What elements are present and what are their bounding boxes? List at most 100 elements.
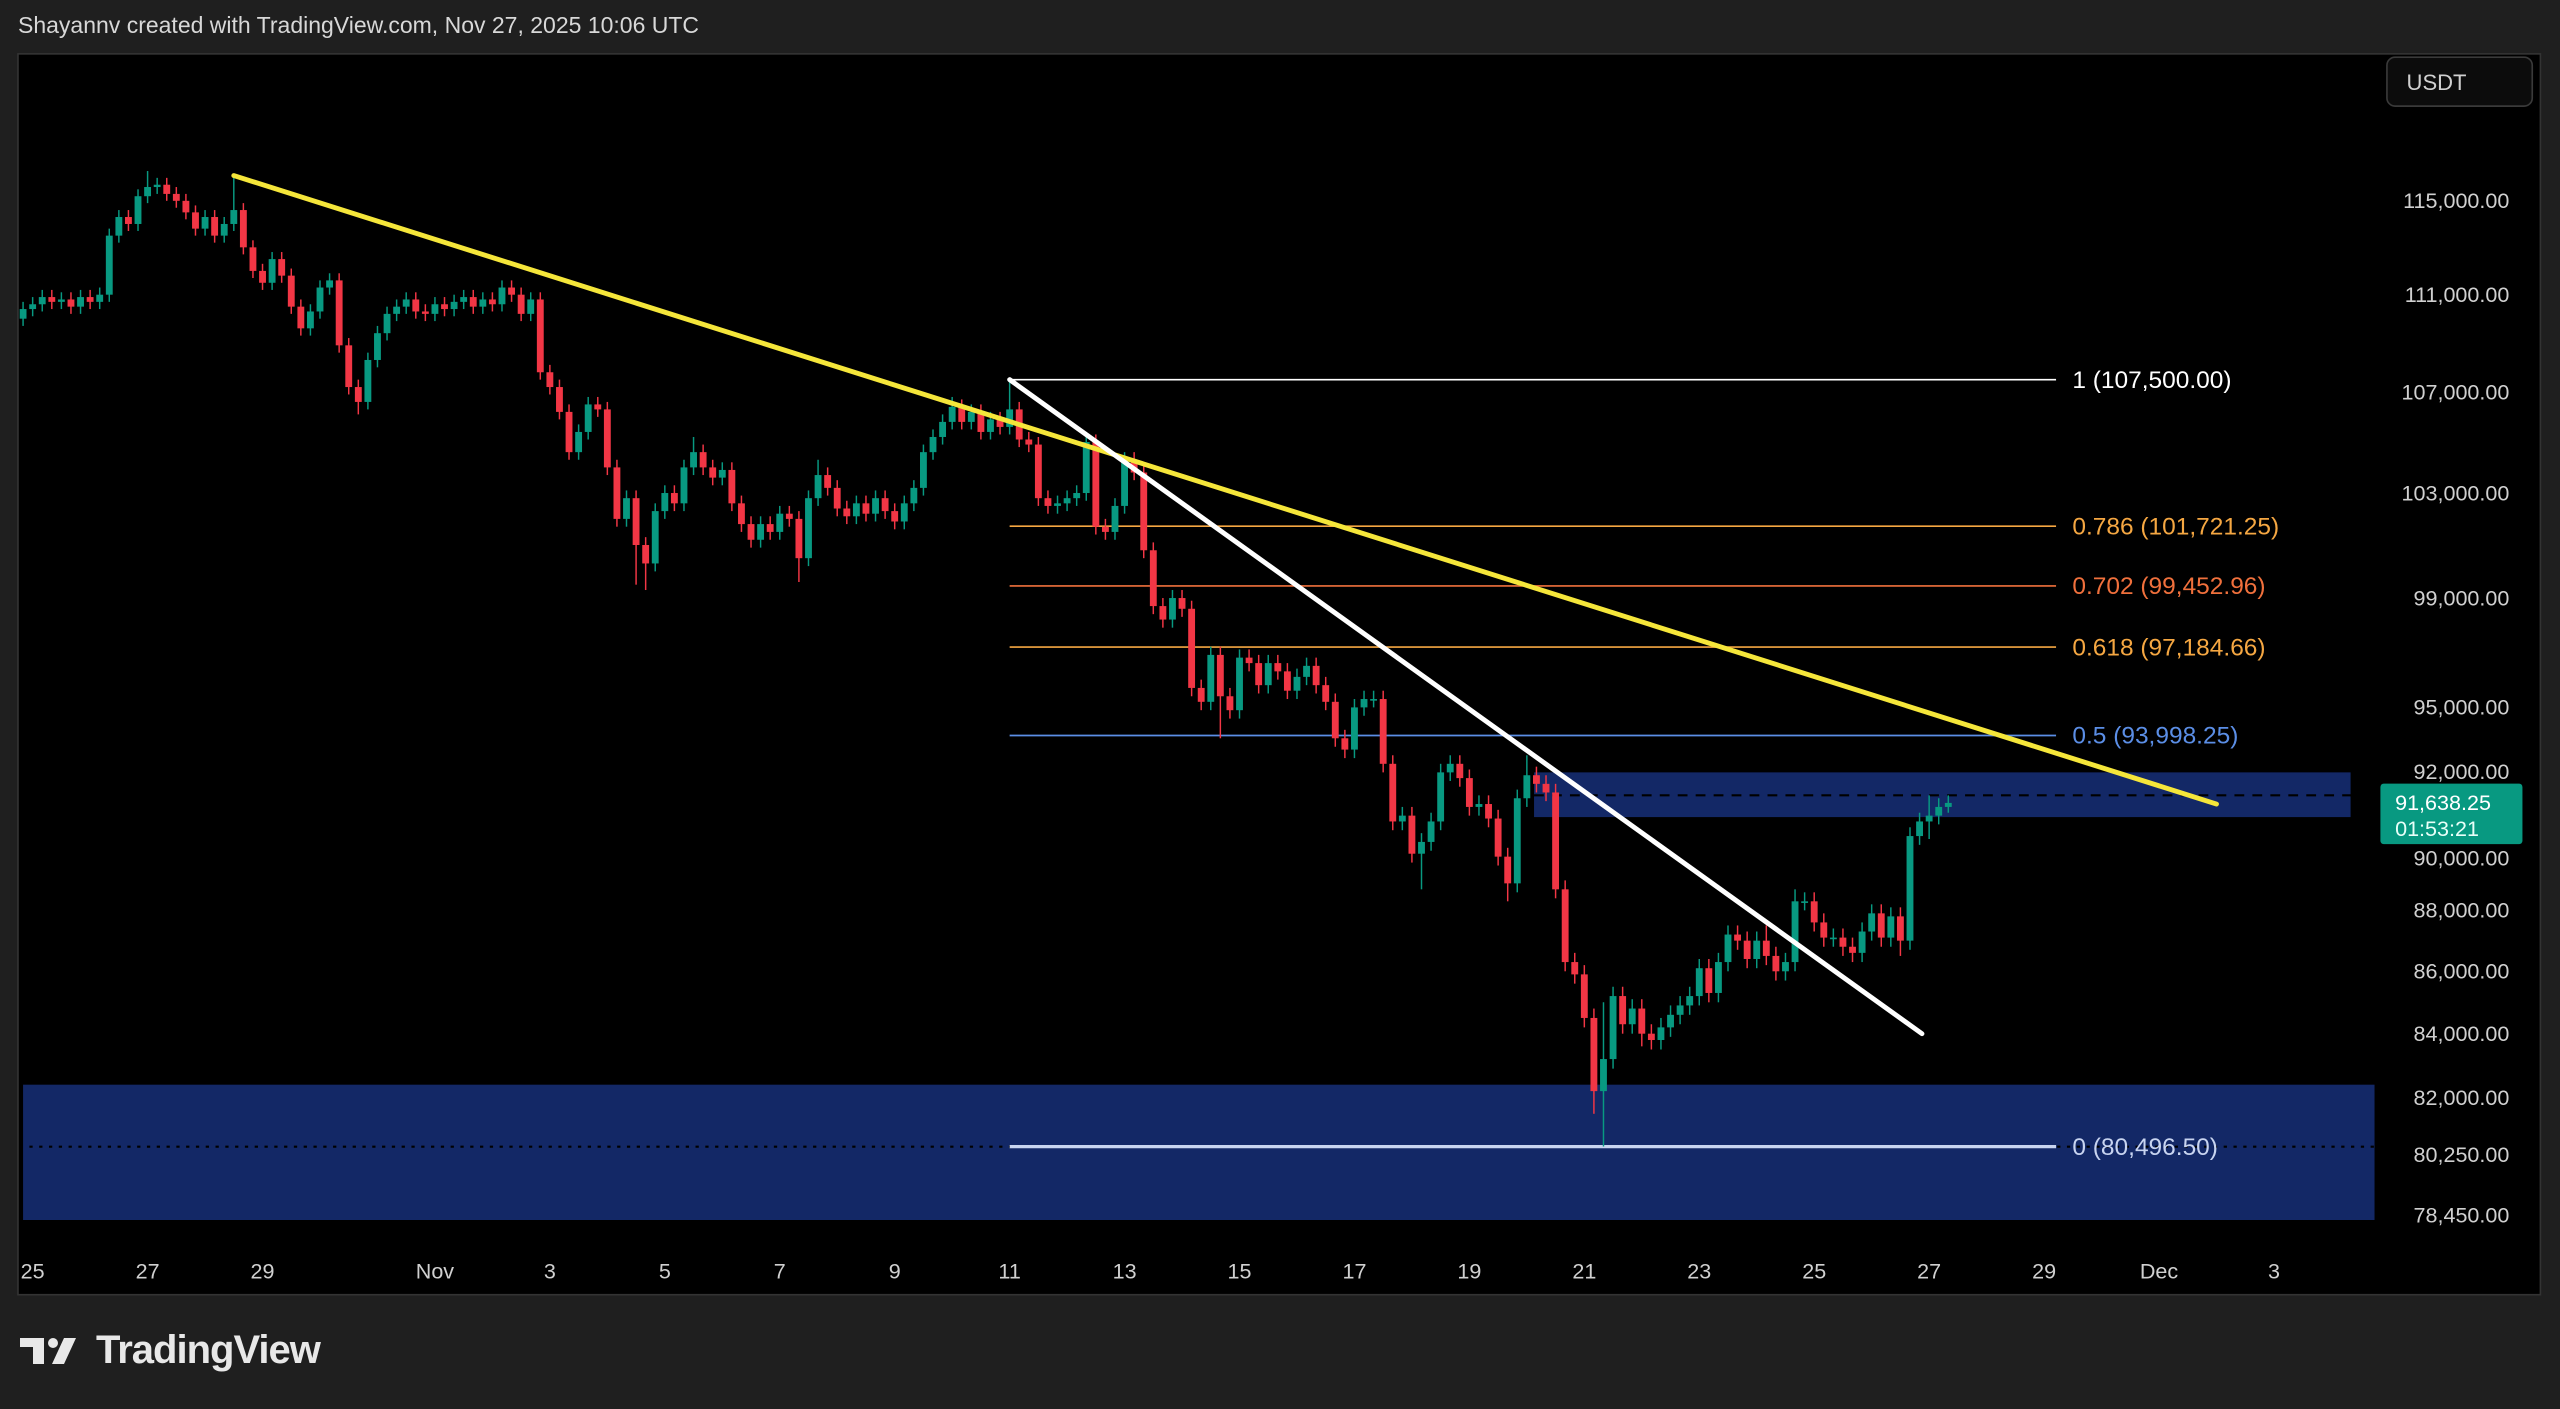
candle bbox=[900, 495, 908, 530]
candle-body bbox=[211, 217, 219, 236]
candle-body bbox=[1207, 654, 1215, 702]
candle bbox=[1676, 996, 1684, 1025]
candle-body bbox=[326, 280, 334, 288]
candle-body bbox=[776, 513, 784, 532]
time-axis[interactable]: 25 27 29 Nov 3 5 7 9 11 13 15 17 19 21 23 25 27 29 Dec 3 bbox=[21, 1258, 2280, 1283]
candle bbox=[431, 297, 439, 322]
candle bbox=[1111, 498, 1119, 540]
candle bbox=[441, 297, 448, 317]
candle-body bbox=[450, 301, 458, 310]
candle-body bbox=[335, 280, 343, 346]
candle-body bbox=[297, 306, 305, 329]
candle-body bbox=[105, 235, 113, 295]
candle bbox=[364, 352, 372, 410]
candle-body bbox=[1034, 444, 1042, 499]
candle-body bbox=[67, 299, 75, 307]
candle-body bbox=[872, 498, 879, 514]
candle bbox=[1044, 490, 1052, 514]
candle-body bbox=[1686, 996, 1694, 1006]
time-tick-label: 19 bbox=[1457, 1258, 1481, 1283]
price-axis[interactable]: 115,000.00 111,000.00 107,000.00 103,000.00… bbox=[2402, 188, 2510, 1227]
candle-body bbox=[1561, 889, 1569, 963]
candle bbox=[1753, 931, 1761, 969]
currency-button[interactable]: USDT bbox=[2386, 56, 2534, 107]
candle-body bbox=[1619, 996, 1627, 1025]
candle bbox=[805, 490, 812, 567]
candle-body bbox=[728, 469, 736, 504]
candle bbox=[1188, 600, 1196, 697]
candle-body bbox=[316, 287, 324, 312]
trendlines-layer[interactable] bbox=[231, 173, 2219, 1037]
candle-body bbox=[1849, 946, 1856, 953]
candle bbox=[1140, 464, 1148, 559]
candle bbox=[1849, 937, 1856, 963]
candle bbox=[134, 189, 142, 231]
candle bbox=[38, 289, 46, 312]
candle-body bbox=[632, 498, 640, 546]
candle bbox=[862, 495, 870, 522]
candle bbox=[77, 289, 84, 314]
candle-body bbox=[967, 411, 975, 422]
candle bbox=[1360, 690, 1368, 716]
candle bbox=[86, 289, 94, 310]
candle bbox=[1159, 598, 1167, 628]
candle bbox=[306, 304, 314, 336]
candle bbox=[1255, 654, 1263, 694]
candle-body bbox=[1274, 663, 1282, 672]
candle bbox=[1351, 699, 1358, 759]
candle-body bbox=[527, 299, 535, 314]
candle-body bbox=[172, 193, 180, 201]
candle-body bbox=[575, 431, 583, 453]
candle bbox=[1408, 806, 1416, 863]
candle bbox=[1935, 798, 1943, 825]
candle bbox=[1264, 654, 1272, 694]
candle-body bbox=[556, 387, 563, 412]
candle bbox=[680, 459, 688, 512]
candle bbox=[383, 306, 391, 341]
candle-body bbox=[690, 452, 697, 468]
candle bbox=[1552, 783, 1560, 899]
fib-level-label-0.702: 0.702 (99,452.96) bbox=[2072, 573, 2265, 600]
candle-body bbox=[1437, 772, 1445, 822]
fibonacci-retracement[interactable]: 1 (107,500.00) 0.786 (101,721.25) 0.702 (9… bbox=[1009, 367, 2280, 1161]
candle bbox=[163, 177, 171, 201]
candle bbox=[374, 325, 381, 368]
price-tick-label: 115,000.00 bbox=[2403, 188, 2509, 213]
candle bbox=[469, 289, 477, 314]
candle-body bbox=[651, 511, 659, 564]
candle bbox=[1274, 654, 1282, 680]
candle bbox=[1647, 1024, 1655, 1050]
candle bbox=[192, 205, 199, 236]
candle-body bbox=[201, 217, 209, 229]
candle-body bbox=[613, 467, 621, 519]
candle bbox=[690, 436, 697, 476]
candle bbox=[1025, 431, 1033, 453]
candle bbox=[220, 217, 228, 243]
candle bbox=[345, 338, 353, 395]
candle-body bbox=[220, 223, 228, 236]
candle bbox=[651, 503, 659, 572]
candle-body bbox=[1360, 699, 1368, 708]
candle bbox=[230, 175, 238, 231]
candle-body bbox=[192, 212, 199, 229]
time-tick-label: 17 bbox=[1342, 1258, 1366, 1283]
candle bbox=[488, 292, 496, 312]
candle bbox=[1283, 663, 1291, 700]
candle bbox=[1743, 931, 1751, 969]
candle-body bbox=[230, 210, 238, 224]
candle-body bbox=[1743, 940, 1751, 959]
candle-body bbox=[1226, 696, 1234, 711]
candle bbox=[1178, 590, 1186, 617]
candle-body bbox=[77, 297, 84, 307]
time-tick-label: 11 bbox=[998, 1258, 1020, 1283]
candle-body bbox=[1877, 913, 1885, 938]
candle-body bbox=[517, 294, 525, 314]
candle-body bbox=[287, 275, 295, 307]
candle-body bbox=[29, 304, 37, 310]
candle bbox=[1494, 809, 1502, 866]
candle-body bbox=[1322, 685, 1330, 702]
candle-body bbox=[38, 297, 46, 305]
candle bbox=[1245, 649, 1253, 672]
candle bbox=[1638, 999, 1646, 1047]
